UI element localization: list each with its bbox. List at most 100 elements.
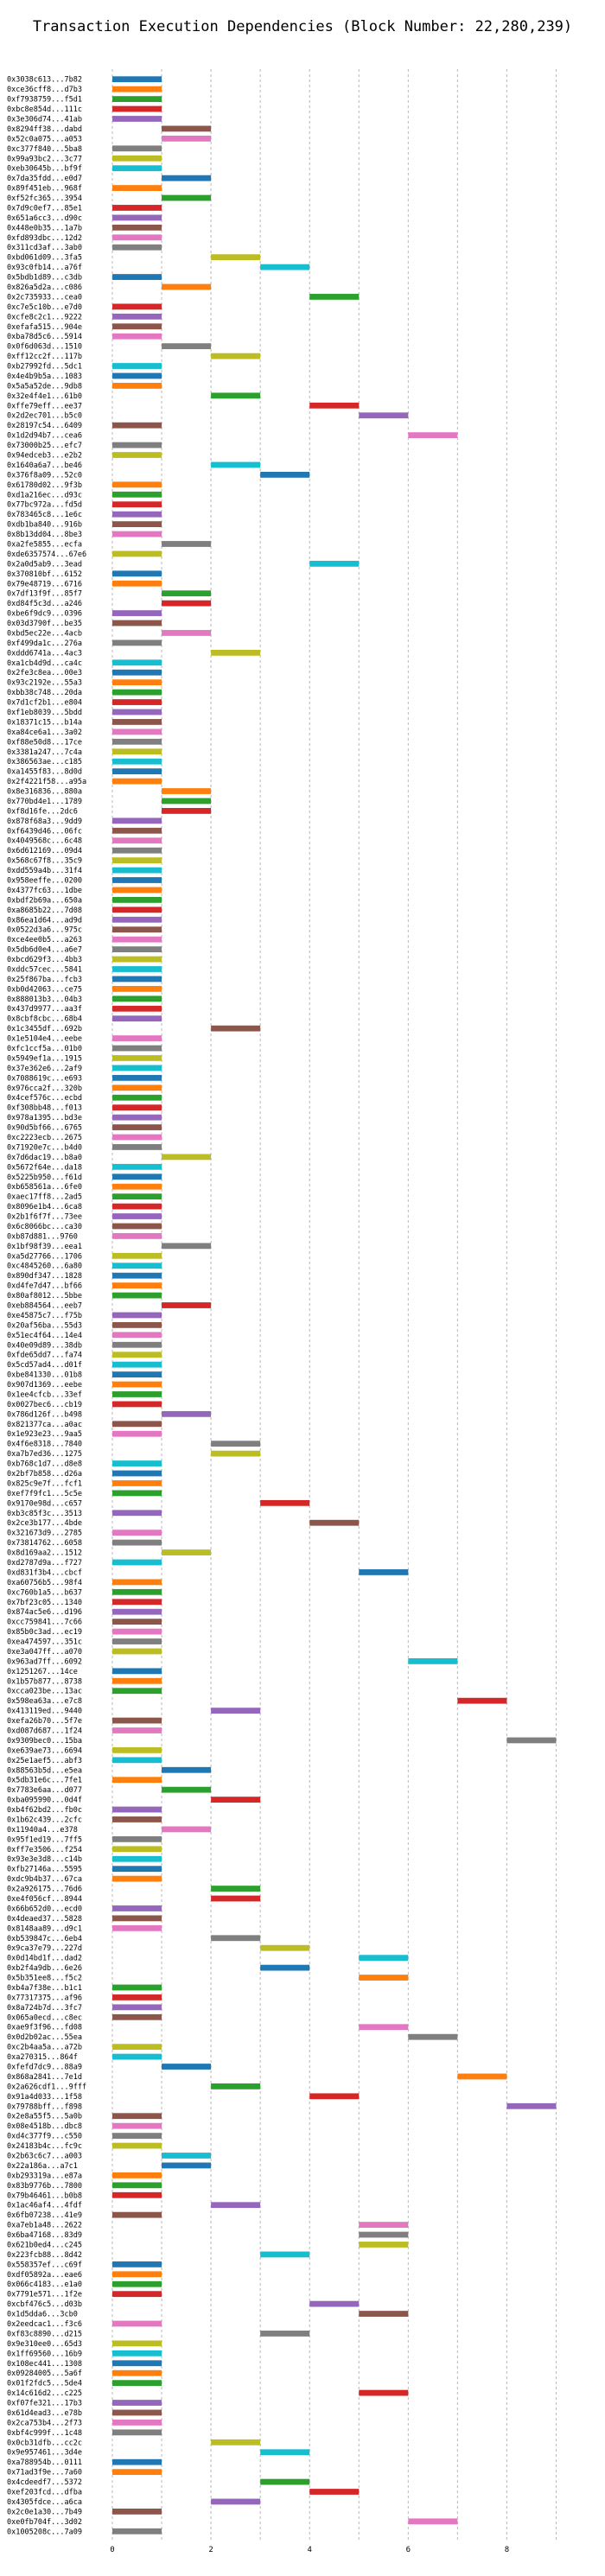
y-tick-label: 0x6ba47168...83d9 [7,2231,82,2240]
y-tick-label: 0x14c616d2...c225 [7,2389,82,2398]
transaction-bar [112,620,162,627]
y-tick-label: 0xcc759841...7c66 [7,1619,82,1627]
transaction-bar [112,1757,162,1764]
y-tick-label: 0xbe6f9dc9...0396 [7,610,82,619]
y-tick-label: 0x8b13dd04...8be3 [7,531,82,539]
transaction-bar [112,1223,162,1230]
y-tick-label: 0x5672f64e...da18 [7,1163,82,1172]
transaction-bar [112,244,162,251]
y-tick-label: 0x73000b25...efc7 [7,442,82,450]
transaction-bar [162,630,212,636]
transaction-bar [112,1104,162,1111]
transaction-bar [112,2004,162,2011]
x-tick-label: 8 [505,2546,509,2554]
transaction-bar [112,2182,162,2189]
transaction-bar [112,1163,162,1170]
y-tick-label: 0xba78d5c6...5914 [7,333,82,341]
y-tick-label: 0x11940a4...e378 [7,1826,78,1835]
transaction-bar [112,1648,162,1655]
y-tick-label: 0x1d5dda6...3cb0 [7,2311,78,2319]
transaction-bar [112,936,162,943]
transaction-bar [112,1213,162,1219]
transaction-bar [112,1074,162,1081]
transaction-bar [112,1619,162,1625]
transaction-bar [260,2331,310,2337]
transaction-bar [112,2458,162,2465]
transaction-bar [112,1588,162,1595]
y-tick-label: 0x4305fdce...a6ca [7,2498,82,2507]
transaction-bar [112,639,162,646]
y-tick-label: 0x825c9e7f...fcf1 [7,1479,82,1488]
y-tick-label: 0xd831f3b4...cbcf [7,1568,82,1577]
y-tick-label: 0x73814762...6058 [7,1539,82,1548]
transaction-bar [112,1124,162,1130]
transaction-bar [309,402,360,409]
y-tick-label: 0x9ca37e79...227d [7,1944,82,1953]
y-tick-label: 0xeb30645b...bf9f [7,165,82,174]
y-tick-label: 0xcca023be...13ac [7,1688,82,1696]
y-tick-label: 0xdd559a4b...31f4 [7,867,82,875]
transaction-bar [260,2251,310,2258]
transaction-bar [112,2369,162,2376]
y-tick-label: 0x976cca2f...320b [7,1084,82,1093]
y-tick-label: 0x0522d3a6...975c [7,926,82,935]
y-tick-label: 0x413119ed...9440 [7,1708,82,1716]
transaction-bar [112,2429,162,2436]
y-tick-label: 0x2eedcac1...f3c6 [7,2320,82,2329]
transaction-bar [112,86,162,92]
y-tick-label: 0x85b0c3ad...ec19 [7,1628,82,1637]
y-tick-label: 0x93c2192e...55a3 [7,679,82,688]
y-tick-label: 0x61d4ead3...e78b [7,2409,82,2418]
y-tick-label: 0x2a626cdf1...9fff [7,2083,86,2091]
y-tick-label: 0xc7e5c10b...e7d0 [7,303,82,312]
transaction-bar [162,1786,212,1793]
y-tick-label: 0x7791e571...1f2e [7,2291,82,2299]
y-tick-label: 0x890df347...1828 [7,1272,82,1281]
transaction-bar [112,570,162,577]
transaction-bar [112,1174,162,1180]
transaction-bar [112,2469,162,2476]
transaction-bar [112,1263,162,1269]
transaction-bar [162,2153,212,2159]
transaction-bar [211,1708,261,1714]
transaction-bar [112,96,162,103]
transaction-bar [309,1519,360,1526]
y-tick-label: 0x568c67f8...35c9 [7,857,82,866]
y-tick-label: 0xbd061d09...3fa5 [7,254,82,263]
transaction-bar [112,867,162,874]
transaction-bar [112,669,162,676]
transaction-bar [211,1797,261,1803]
y-tick-label: 0xff7e3506...f254 [7,1846,82,1854]
transaction-bar [211,649,261,656]
transaction-bar [457,2073,507,2080]
transaction-bar [112,501,162,508]
y-tick-label: 0x77bc972a...fd5d [7,501,82,510]
y-tick-label: 0x0d14bd1f...dad2 [7,1955,82,1963]
transaction-bar [112,1638,162,1644]
transaction-bar [112,1134,162,1141]
y-tick-label: 0xce36cff8...d7b3 [7,86,82,94]
y-tick-label: 0x2ca753b4...2f73 [7,2419,82,2427]
y-tick-label: 0xb87d881...9760 [7,1232,78,1241]
transaction-bar [112,214,162,221]
y-tick-label: 0xddc57cec...5841 [7,965,82,974]
transaction-bar [260,2449,310,2456]
transaction-bar [162,788,212,794]
transaction-bar [112,1746,162,1753]
transaction-bar [112,847,162,854]
transaction-bar [359,1975,409,1981]
y-tick-label: 0x6d612169...09d4 [7,847,82,855]
transaction-bar [112,1490,162,1497]
y-tick-label: 0xb4a7f38e...b1c1 [7,1984,82,1993]
y-tick-label: 0x5db31e6c...7fe1 [7,1777,82,1785]
y-tick-label: 0xc377f840...5ba8 [7,145,82,154]
y-tick-label: 0x80af8012...5bbe [7,1292,82,1301]
y-tick-label: 0xb293319a...e87a [7,2172,82,2180]
y-tick-label: 0x9170e98d...c657 [7,1499,82,1508]
transaction-bar [211,461,261,468]
transaction-bar [162,135,212,142]
y-tick-label: 0x77317375...af96 [7,1994,82,2002]
y-tick-label: 0x8d169aa2...1512 [7,1549,82,1558]
y-tick-label: 0x51ec4f64...14e4 [7,1332,82,1340]
x-tick-label: 2 [208,2546,213,2554]
